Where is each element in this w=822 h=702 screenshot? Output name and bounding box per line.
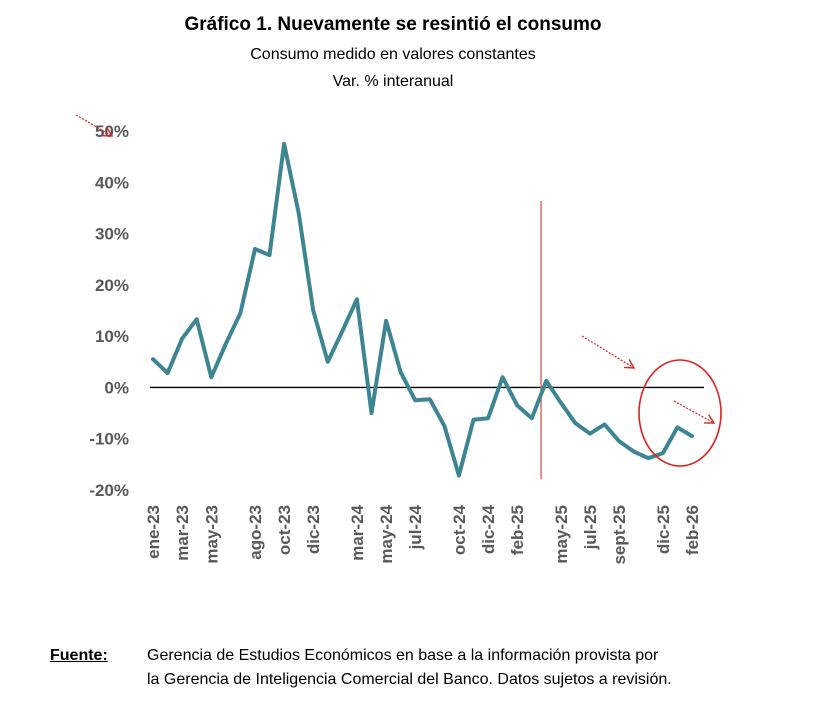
source-text: Gerencia de Estudios Económicos en base … <box>147 644 807 692</box>
x-tick-label: mar-23 <box>173 505 192 561</box>
series-line <box>151 141 694 478</box>
x-tick-label: jul-25 <box>581 505 600 550</box>
highlight-arrow-middle-head <box>623 358 636 369</box>
x-tick-label: dic-23 <box>304 505 323 554</box>
x-tick-label: dic-25 <box>654 505 673 554</box>
x-tick-label: may-24 <box>377 504 396 563</box>
y-tick-label: 20% <box>95 276 129 295</box>
x-tick-label: oct-24 <box>450 504 469 555</box>
chart-subtitle: Consumo medido en valores constantes <box>250 46 536 63</box>
x-tick-label: sept-25 <box>610 505 629 565</box>
highlight-arrow-right-head <box>703 414 716 424</box>
line-chart: 50% 40% 30% 20% 10% 0% -10% -20% ene-23 mar-23 may… <box>75 114 722 565</box>
y-tick-label: 10% <box>95 327 129 346</box>
x-tick-label: ene-23 <box>144 505 163 559</box>
x-tick-label: feb-25 <box>508 505 527 555</box>
y-tick-label: 30% <box>95 225 129 244</box>
y-tick-label: 40% <box>95 173 129 192</box>
x-tick-label: jul-24 <box>406 504 425 550</box>
chart-subtitle-units: Var. % interanual <box>332 73 454 90</box>
y-tick-label: 50% <box>95 122 129 141</box>
y-tick-label: -20% <box>89 481 129 500</box>
x-tick-label: oct-23 <box>275 505 294 555</box>
highlight-arrow-middle <box>581 335 635 369</box>
source-text-line-2: la Gerencia de Inteligencia Comercial de… <box>147 671 672 688</box>
y-tick-label: 0% <box>104 378 129 397</box>
y-tick-label: -10% <box>89 430 129 449</box>
x-tick-label: mar-24 <box>348 504 367 560</box>
x-tick-label: may-23 <box>202 505 221 564</box>
chart-title: Gráfico 1. Nuevamente se resintió el con… <box>184 14 602 35</box>
source-text-line-1: Gerencia de Estudios Económicos en base … <box>147 647 659 664</box>
source-label: Fuente: <box>50 647 108 664</box>
x-tick-label: feb-26 <box>683 505 702 555</box>
highlight-circle <box>638 359 722 467</box>
x-tick-label: ago-23 <box>246 505 265 560</box>
highlight-arrow-top-left-head <box>101 127 114 137</box>
x-tick-label: dic-24 <box>479 504 498 554</box>
x-tick-label: may-25 <box>552 505 571 564</box>
highlight-arrow-right <box>673 400 715 424</box>
